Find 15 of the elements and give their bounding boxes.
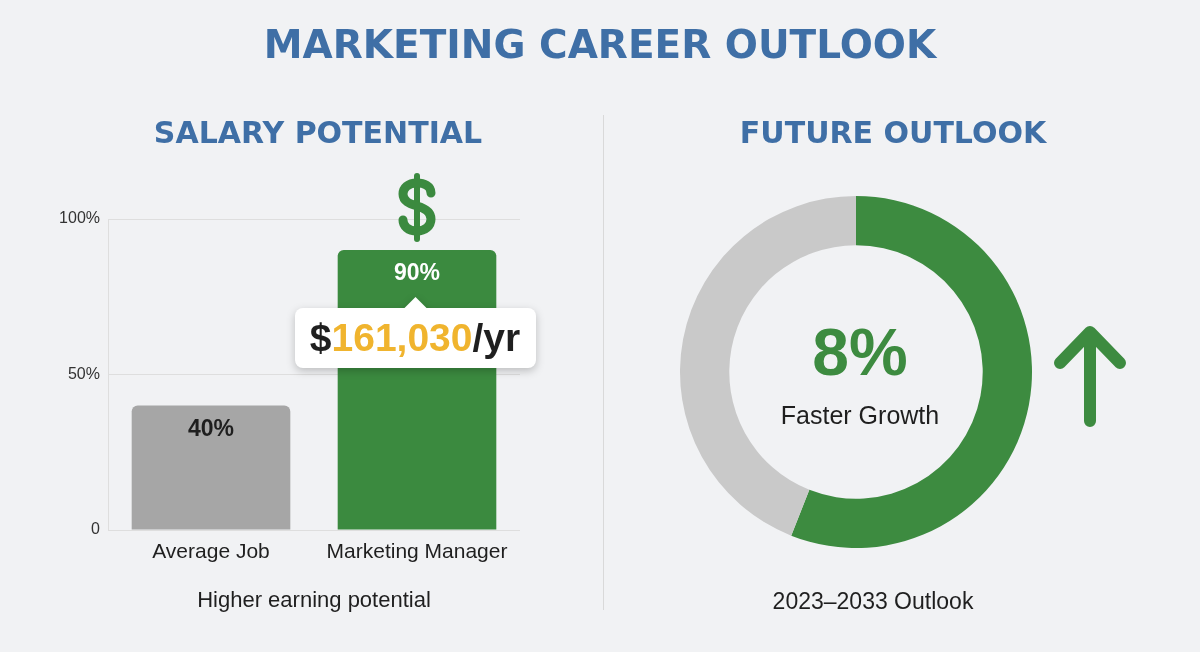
chart-title: FUTURE OUTLOOK — [738, 114, 1048, 152]
x-axis-title: Higher earning potential — [197, 586, 431, 612]
y-tick-label: 50% — [67, 364, 100, 382]
chart-title: SALARY POTENTIAL — [152, 114, 484, 152]
text: 2023–2033 Outlook — [771, 587, 975, 616]
x-tick-label: Marketing Manager — [326, 539, 508, 563]
text: MARKETING CAREER OUTLOOK — [262, 22, 938, 68]
text: Faster Growth — [779, 400, 941, 430]
y-tick-label: 100% — [59, 209, 100, 227]
text: 8% — [811, 315, 909, 389]
data-label: 40% — [187, 414, 235, 441]
annotation: $161,030/yr — [309, 316, 521, 360]
data-label: 90% — [393, 259, 441, 286]
y-tick-label: 0 — [91, 520, 101, 538]
x-tick-label: Average Job — [152, 539, 270, 563]
